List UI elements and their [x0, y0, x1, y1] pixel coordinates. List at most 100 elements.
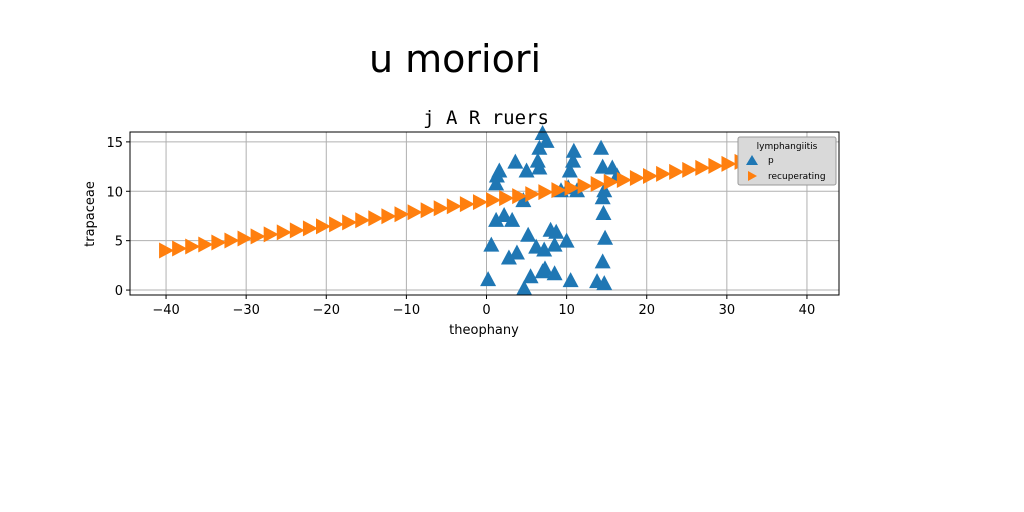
scatter-point-recuperating: [695, 159, 711, 176]
scatter-point-recuperating: [185, 238, 201, 255]
axis-ticks: −40 −30 −20 −10 0 10 20 30 40 0 5 10 15: [106, 136, 815, 318]
scatter-point-p: [507, 153, 524, 169]
scatter-point-recuperating: [224, 232, 240, 249]
scatter-point-p: [504, 211, 521, 227]
scatter-point-recuperating: [538, 184, 554, 201]
scatter-point-recuperating: [551, 182, 567, 199]
y-axis-label: trapaceae: [83, 181, 98, 247]
scatter-point-recuperating: [486, 192, 502, 209]
scatter-point-p: [596, 275, 613, 291]
scatter-point-p: [518, 162, 535, 178]
scatter-point-recuperating: [420, 202, 436, 219]
x-tick-label: −30: [232, 303, 259, 318]
scatter-point-p: [488, 175, 505, 191]
scatter-point-p: [565, 152, 582, 168]
x-tick-label: 20: [638, 303, 655, 318]
scatter-point-recuperating: [250, 228, 266, 245]
scatter-point-recuperating: [211, 234, 227, 251]
scatter-point-recuperating: [459, 196, 475, 213]
scatter-point-recuperating: [512, 188, 528, 205]
plot-area: [130, 132, 839, 295]
scatter-point-p: [562, 272, 579, 288]
legend-marker-p: [746, 155, 758, 165]
scatter-point-p: [593, 139, 610, 155]
scatter-point-recuperating: [629, 169, 645, 186]
scatter-point-p: [596, 182, 613, 198]
x-tick-label: 40: [799, 303, 816, 318]
scatter-point-recuperating: [302, 220, 318, 237]
scatter-point-recuperating: [263, 226, 279, 243]
scatter-point-p: [515, 192, 532, 208]
scatter-point-recuperating: [446, 198, 462, 215]
y-tick-label: 0: [115, 284, 123, 299]
scatter-point-recuperating: [472, 194, 488, 211]
scatter-point-p: [536, 260, 553, 276]
scatter-point-recuperating: [172, 240, 188, 257]
scatter-point-recuperating: [355, 212, 371, 229]
scatter-point-p: [488, 211, 505, 227]
scatter-point-recuperating: [721, 155, 737, 172]
legend-title: lymphangiitis: [757, 142, 818, 152]
scatter-point-p: [594, 158, 611, 174]
scatter-point-recuperating: [329, 216, 345, 233]
scatter-point-p: [595, 204, 612, 220]
scatter-point-p: [546, 236, 563, 252]
scatter-point-recuperating: [394, 206, 410, 223]
scatter-point-p: [508, 244, 525, 260]
x-tick-label: 0: [482, 303, 490, 318]
data-marks: [159, 124, 815, 296]
x-tick-label: −20: [313, 303, 340, 318]
legend-label-recuperating: recuperating: [768, 172, 826, 182]
scatter-point-p: [538, 132, 555, 148]
scatter-point-recuperating: [381, 208, 397, 225]
scatter-point-p: [516, 280, 533, 296]
scatter-point-recuperating: [159, 242, 175, 259]
scatter-point-p: [594, 189, 611, 205]
scatter-point-p: [520, 226, 537, 242]
scatter-point-recuperating: [708, 157, 724, 174]
scatter-point-p: [561, 162, 578, 178]
scatter-point-recuperating: [342, 214, 358, 231]
scatter-point-recuperating: [669, 163, 685, 180]
x-tick-label: −40: [152, 303, 179, 318]
scatter-point-p: [594, 253, 611, 269]
scatter-point-p: [531, 159, 548, 175]
scatter-point-recuperating: [289, 222, 305, 239]
scatter-point-p: [496, 206, 513, 222]
scatter-point-recuperating: [499, 190, 515, 207]
scatter-point-recuperating: [525, 186, 541, 203]
scatter-point-recuperating: [316, 218, 332, 235]
scatter-point-p: [558, 232, 575, 248]
scatter-point-recuperating: [407, 204, 423, 221]
scatter-point-p: [529, 152, 546, 168]
scatter-point-recuperating: [590, 176, 606, 193]
scatter-point-recuperating: [577, 178, 593, 195]
scatter-point-p: [500, 249, 517, 265]
chart-title: j A R ruers: [423, 107, 549, 129]
scatter-point-recuperating: [642, 167, 658, 184]
legend-label-p: p: [768, 156, 774, 166]
scatter-point-p: [548, 223, 565, 239]
scatter-point-recuperating: [616, 171, 632, 188]
scatter-point-recuperating: [237, 230, 253, 247]
scatter-point-p: [546, 265, 563, 281]
scatter-point-p: [491, 162, 508, 178]
y-tick-label: 15: [106, 136, 123, 151]
scatter-point-p: [565, 142, 582, 158]
y-tick-label: 10: [106, 185, 123, 200]
legend: lymphangiitis p recuperating: [737, 136, 837, 186]
scatter-point-recuperating: [564, 180, 580, 197]
scatter-point-p: [483, 236, 500, 252]
scatter-point-recuperating: [682, 161, 698, 178]
scatter-point-p: [536, 241, 553, 257]
scatter-point-recuperating: [368, 210, 384, 227]
legend-box: [737, 136, 837, 186]
x-tick-label: 10: [558, 303, 575, 318]
scatter-point-p: [522, 268, 539, 284]
scatter-point-p: [569, 182, 586, 198]
scatter-point-recuperating: [276, 224, 292, 241]
legend-marker-recuperating: [748, 171, 757, 181]
scatter-point-recuperating: [433, 200, 449, 217]
scatter-point-recuperating: [603, 173, 619, 190]
